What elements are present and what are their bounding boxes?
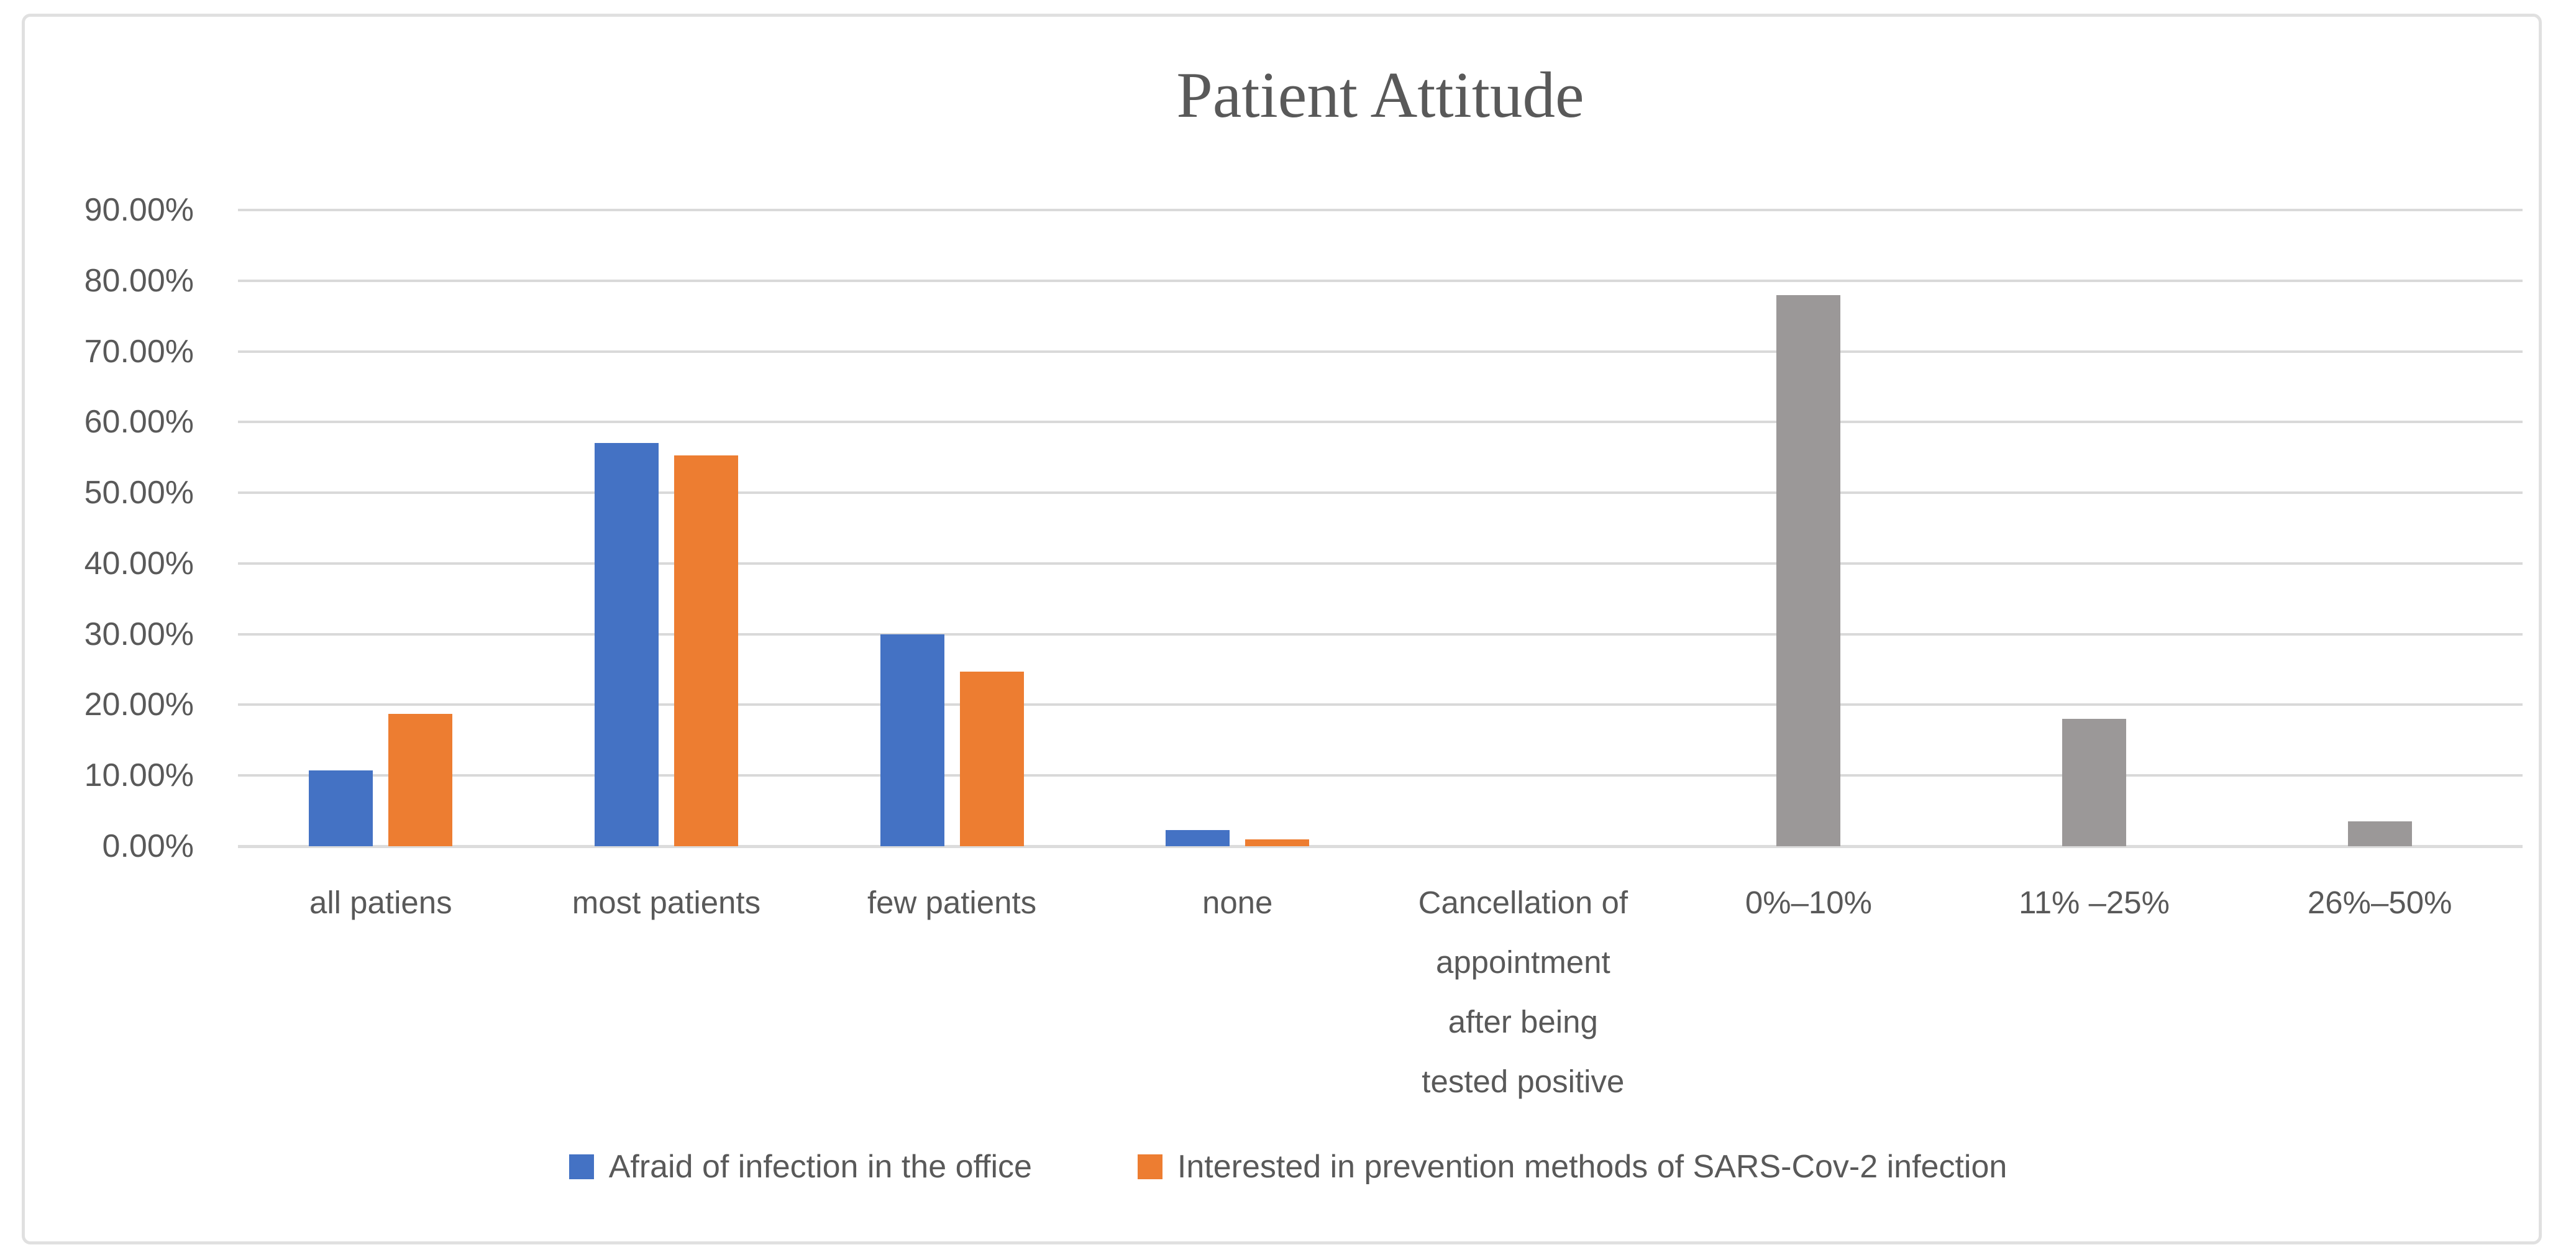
- y-tick-label: 20.00%: [84, 687, 194, 723]
- bar-group: [238, 210, 524, 846]
- bar-series-0-category-0: [309, 770, 373, 846]
- y-tick-label: 50.00%: [84, 475, 194, 511]
- legend-label: Interested in prevention methods of SARS…: [1177, 1149, 2007, 1185]
- gridline: [238, 279, 2523, 282]
- bar-series-2-category-7: [2347, 821, 2412, 846]
- x-category-label: 26%–50%: [2307, 885, 2452, 920]
- gridline: [238, 774, 2523, 777]
- legend-item: Interested in prevention methods of SARS…: [1137, 1148, 2007, 1185]
- plot-area: [238, 209, 2523, 848]
- x-axis-line: [238, 845, 2523, 848]
- bar-group: [1095, 210, 1381, 846]
- legend-swatch-icon: [1137, 1154, 1162, 1179]
- x-category-label: Cancellation of appointment after being …: [1418, 885, 1628, 1099]
- y-tick-label: 90.00%: [84, 192, 194, 228]
- y-axis: 90.00% 80.00% 70.00% 60.00% 50.00% 40.00% 30.0…: [0, 192, 211, 864]
- gridline: [238, 632, 2523, 636]
- bar-group: [1952, 210, 2237, 846]
- y-tick-label: 70.00%: [84, 333, 194, 370]
- y-tick-label: 60.00%: [84, 404, 194, 441]
- x-category-label: all patiens: [309, 885, 452, 920]
- gridline: [238, 350, 2523, 353]
- legend-item: Afraid of infection in the office: [569, 1148, 1032, 1185]
- y-tick-label: 80.00%: [84, 262, 194, 299]
- legend-swatch-icon: [569, 1154, 594, 1179]
- gridline: [238, 209, 2523, 211]
- bar-group: [1666, 210, 1952, 846]
- bar-series-1-category-2: [959, 671, 1024, 846]
- x-axis: all patiens most patients few patients none…: [238, 873, 2523, 1134]
- gridline: [238, 421, 2523, 424]
- gridline: [238, 703, 2523, 706]
- chart-title: Patient Attitude: [1176, 58, 1584, 131]
- bar-series-2-category-5: [1776, 294, 1841, 846]
- legend-label: Afraid of infection in the office: [608, 1149, 1032, 1185]
- bar-series-1-category-1: [674, 455, 738, 846]
- bar-series-1-category-3: [1245, 839, 1310, 846]
- bar-series-0-category-1: [594, 443, 659, 846]
- y-tick-label: 40.00%: [84, 545, 194, 582]
- bar-series-2-category-6: [2062, 719, 2127, 846]
- y-tick-label: 30.00%: [84, 616, 194, 652]
- bar-group: [2237, 210, 2523, 846]
- x-category-label: none: [1202, 885, 1273, 920]
- gridline: [238, 562, 2523, 565]
- x-category-label: most patients: [572, 885, 761, 920]
- gridline: [238, 491, 2523, 495]
- bar-group: [809, 210, 1095, 846]
- x-category-label: 0%–10%: [1745, 885, 1873, 920]
- x-category-label: few patients: [867, 885, 1037, 920]
- y-tick-label: 10.00%: [84, 757, 194, 794]
- x-category-label: 11% –25%: [2019, 885, 2170, 920]
- chart-frame: [22, 14, 2542, 1244]
- bar-group: [524, 210, 810, 846]
- bar-group: [1381, 210, 1666, 846]
- legend: Afraid of infection in the office Interes…: [0, 1148, 2576, 1185]
- bar-series-0-category-2: [880, 634, 944, 846]
- y-tick-label: 0.00%: [102, 828, 194, 864]
- bar-series-0-category-3: [1166, 829, 1230, 846]
- bar-series-1-category-0: [388, 714, 453, 846]
